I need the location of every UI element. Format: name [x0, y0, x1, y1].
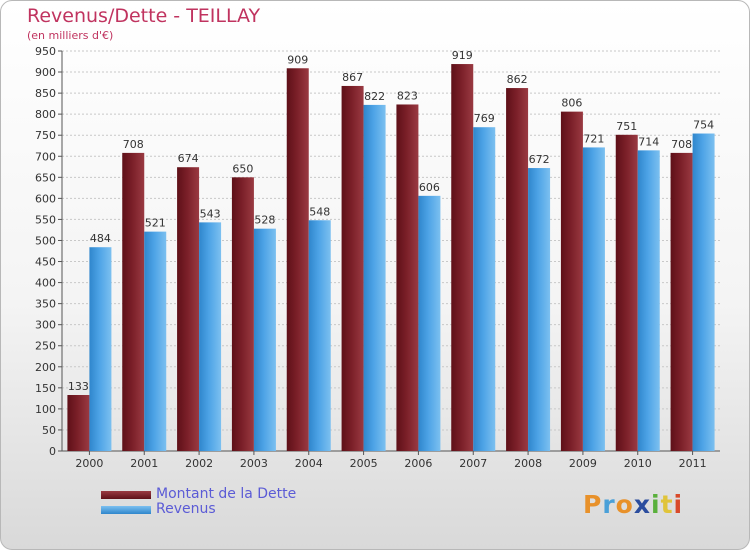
- value-label-revenus: 528: [254, 214, 275, 227]
- x-tick-label: 2005: [350, 457, 378, 470]
- value-label-dette: 862: [507, 73, 528, 86]
- bar-revenus: [199, 222, 222, 451]
- x-tick-label: 2008: [514, 457, 542, 470]
- y-tick-label: 850: [35, 87, 56, 100]
- value-label-dette: 919: [452, 49, 473, 62]
- value-label-dette: 823: [397, 89, 418, 102]
- value-label-revenus: 672: [529, 153, 550, 166]
- logo-letter: x: [633, 490, 651, 519]
- x-tick-label: 2001: [130, 457, 158, 470]
- bar-dette: [177, 167, 200, 452]
- x-tick-label: 2007: [459, 457, 487, 470]
- bar-revenus: [363, 104, 386, 451]
- value-label-dette: 751: [616, 120, 637, 133]
- value-label-dette: 674: [178, 152, 199, 165]
- proxiti-logo: Proxiti: [583, 490, 683, 519]
- y-tick-label: 150: [35, 382, 56, 395]
- bar-revenus: [418, 195, 441, 451]
- bar-dette: [67, 395, 90, 451]
- x-tick-label: 2006: [404, 457, 432, 470]
- y-tick-label: 950: [35, 45, 56, 58]
- y-tick-label: 750: [35, 129, 56, 142]
- bar-revenus: [582, 147, 605, 451]
- bar-dette: [341, 85, 364, 452]
- value-label-revenus: 769: [474, 112, 495, 125]
- value-label-dette: 867: [342, 71, 363, 84]
- y-tick-label: 100: [35, 403, 56, 416]
- value-label-revenus: 548: [309, 205, 330, 218]
- legend: Montant de la Dette Revenus: [101, 487, 296, 517]
- y-tick-label: 550: [35, 213, 56, 226]
- value-label-dette: 708: [123, 138, 144, 151]
- bar-revenus: [473, 127, 496, 452]
- y-tick-label: 0: [49, 445, 56, 458]
- value-label-dette: 806: [561, 97, 582, 110]
- legend-item-revenus: Revenus: [101, 502, 296, 517]
- legend-label-revenus: Revenus: [156, 501, 216, 517]
- legend-item-dette: Montant de la Dette: [101, 487, 296, 502]
- bar-dette: [396, 104, 419, 451]
- bar-dette: [231, 177, 254, 451]
- legend-label-dette: Montant de la Dette: [156, 486, 297, 502]
- x-tick-label: 2000: [75, 457, 103, 470]
- bar-dette: [670, 152, 693, 452]
- logo-letter: t: [660, 490, 674, 519]
- bar-revenus: [308, 220, 331, 451]
- bar-revenus: [692, 133, 715, 452]
- value-label-dette: 650: [232, 162, 253, 175]
- value-label-revenus: 822: [364, 90, 385, 103]
- legend-swatch-revenus: [101, 505, 151, 514]
- x-tick-label: 2011: [679, 457, 707, 470]
- x-tick-label: 2003: [240, 457, 268, 470]
- bar-dette: [615, 134, 638, 451]
- y-tick-label: 350: [35, 298, 56, 311]
- bar-revenus: [528, 168, 551, 452]
- bar-revenus: [144, 231, 167, 451]
- bar-dette: [506, 88, 529, 451]
- y-tick-label: 700: [35, 150, 56, 163]
- x-tick-label: 2010: [624, 457, 652, 470]
- y-tick-label: 250: [35, 340, 56, 353]
- bar-revenus: [253, 228, 276, 451]
- chart-subtitle: (en milliers d'€): [27, 29, 114, 42]
- logo-letter: i: [651, 490, 661, 519]
- x-tick-label: 2002: [185, 457, 213, 470]
- bar-revenus: [89, 247, 112, 451]
- y-tick-label: 900: [35, 66, 56, 79]
- value-label-revenus: 521: [145, 217, 166, 230]
- value-label-dette: 133: [68, 380, 89, 393]
- value-label-dette: 708: [671, 138, 692, 151]
- y-tick-label: 200: [35, 361, 56, 374]
- logo-letter: P: [583, 490, 603, 519]
- y-tick-label: 800: [35, 108, 56, 121]
- x-tick-label: 2004: [295, 457, 323, 470]
- y-tick-label: 650: [35, 171, 56, 184]
- bar-revenus: [637, 150, 660, 452]
- value-label-revenus: 484: [90, 232, 111, 245]
- y-tick-label: 50: [42, 424, 56, 437]
- value-label-revenus: 754: [693, 119, 714, 132]
- bar-dette: [560, 111, 583, 451]
- x-tick-label: 2009: [569, 457, 597, 470]
- logo-letter: o: [615, 490, 634, 519]
- logo-letter: r: [602, 490, 616, 519]
- value-label-revenus: 543: [200, 207, 221, 220]
- bar-dette: [122, 152, 145, 452]
- y-tick-label: 400: [35, 277, 56, 290]
- value-label-revenus: 714: [638, 135, 659, 148]
- y-tick-label: 300: [35, 319, 56, 332]
- y-tick-label: 450: [35, 256, 56, 269]
- bar-dette: [286, 68, 309, 452]
- chart-title: Revenus/Dette - TEILLAY: [27, 5, 261, 27]
- value-label-revenus: 721: [583, 132, 604, 145]
- y-tick-label: 500: [35, 234, 56, 247]
- value-label-revenus: 606: [419, 181, 440, 194]
- logo-letter: i: [673, 490, 684, 519]
- y-tick-label: 600: [35, 192, 56, 205]
- value-label-dette: 909: [287, 53, 308, 66]
- bar-dette: [451, 64, 474, 452]
- legend-swatch-dette: [101, 490, 151, 499]
